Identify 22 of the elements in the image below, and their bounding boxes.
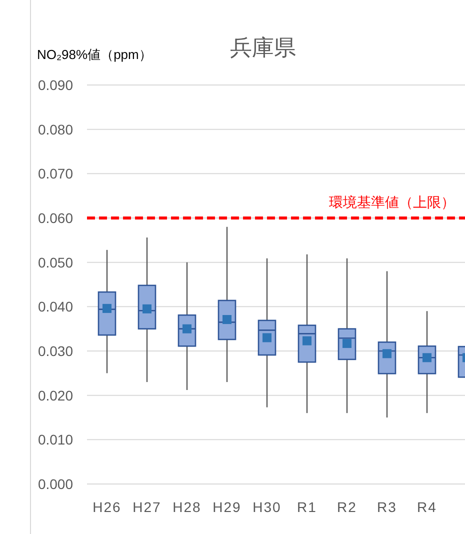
x-tick-label: H29	[212, 499, 242, 515]
y-tick-label: 0.040	[38, 298, 74, 315]
y-tick-label: 0.090	[38, 77, 74, 93]
x-tick-label: R4	[417, 499, 437, 515]
y-tick-label: 0.080	[38, 121, 74, 138]
y-tick-label: 0.020	[38, 387, 74, 404]
x-tick-label: H28	[172, 499, 202, 515]
ref-line-label: 環境基準値（上限）	[329, 194, 455, 210]
y-tick-label: 0.030	[38, 343, 74, 359]
y-tick-label: 0.060	[38, 210, 74, 226]
y-axis-title: NO₂98%値（ppm）	[37, 47, 152, 62]
x-tick-label: R1	[297, 499, 317, 515]
x-tick-label: H27	[132, 499, 162, 515]
y-tick-label: 0.070	[38, 166, 74, 182]
chart-title: 兵庫県	[230, 35, 296, 60]
x-tick-label: H30	[252, 499, 282, 515]
x-tick-label: H26	[92, 499, 122, 515]
x-tick-label: R3	[377, 499, 397, 515]
y-tick-label: 0.050	[38, 254, 74, 270]
y-tick-label: 0.010	[38, 432, 74, 448]
x-tick-label: R2	[337, 499, 357, 515]
y-tick-label: 0.000	[38, 476, 74, 492]
